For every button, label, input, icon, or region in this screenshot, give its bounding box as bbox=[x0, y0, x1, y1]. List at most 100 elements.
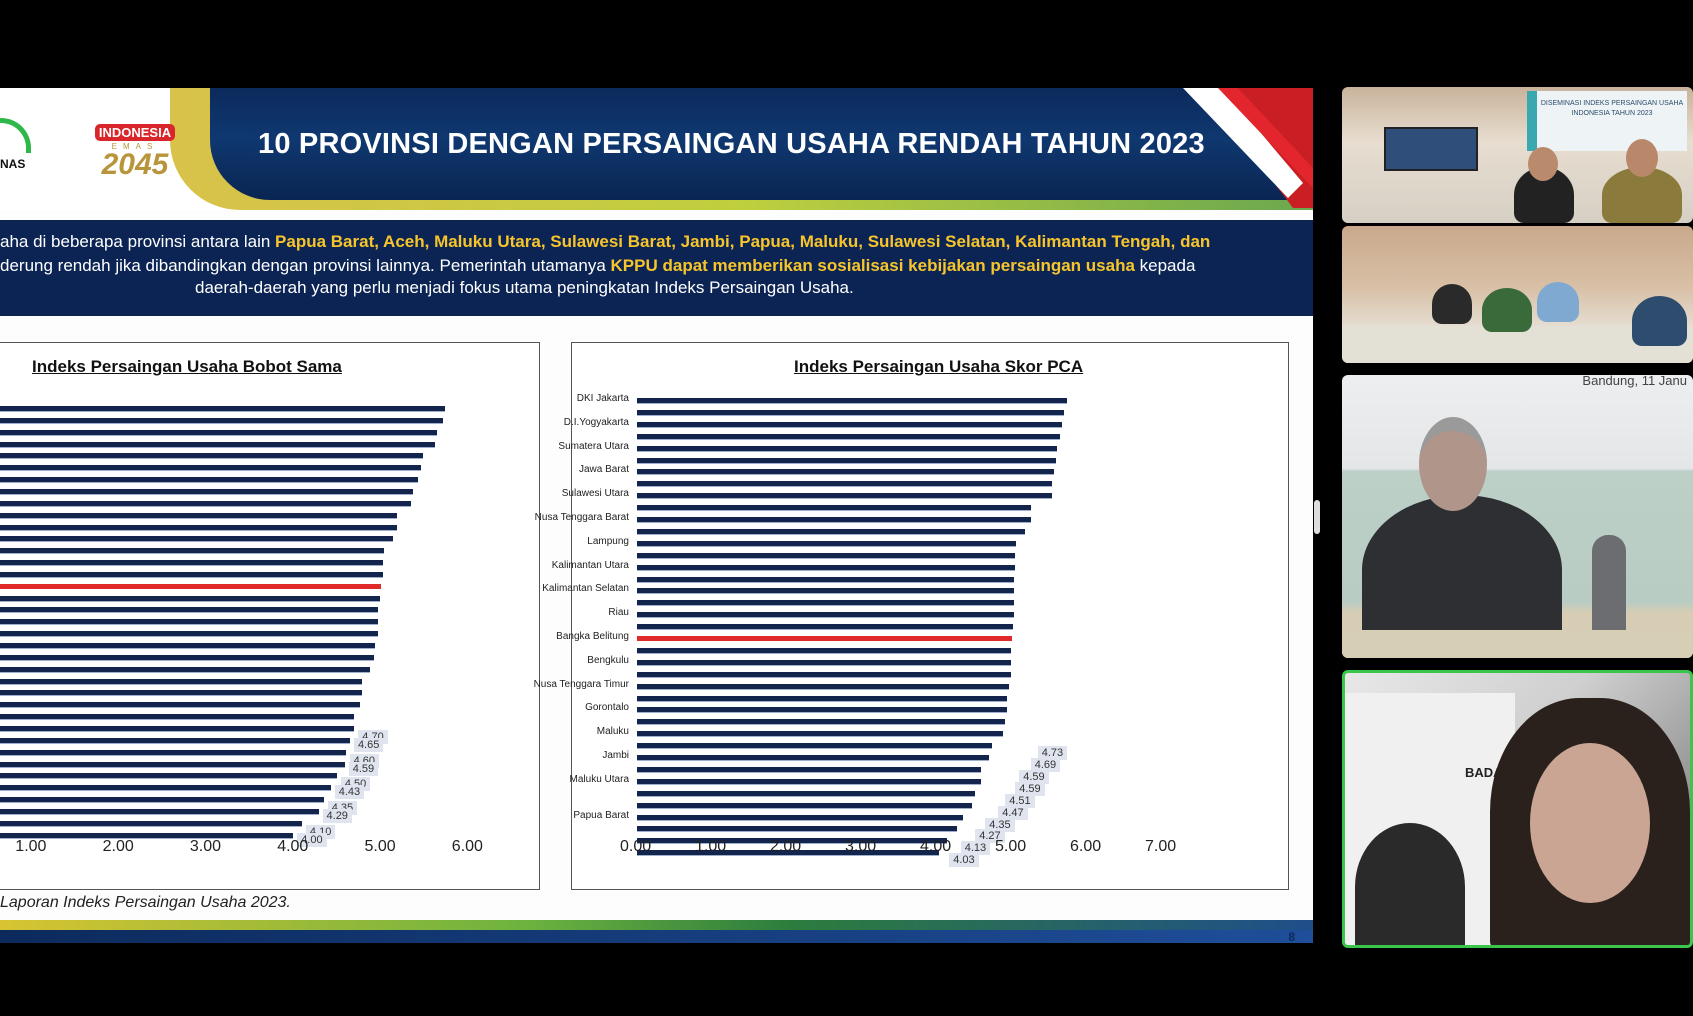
chart-bar bbox=[637, 505, 1031, 511]
chart-bar bbox=[0, 820, 302, 826]
chart-bar bbox=[637, 719, 1005, 725]
data-label: 4.59 bbox=[1015, 781, 1045, 796]
province-label: Jawa Barat bbox=[578, 464, 629, 476]
chart-bar bbox=[0, 595, 380, 601]
chart-bar bbox=[637, 838, 947, 844]
chart-bar bbox=[637, 612, 1014, 618]
chart-title: Indeks Persaingan Usaha Bobot Sama bbox=[32, 357, 342, 376]
data-label: 4.35 bbox=[985, 817, 1015, 832]
chart-bar bbox=[0, 488, 413, 494]
chart-bar bbox=[637, 433, 1060, 439]
intro-paragraph: aha di beberapa provinsi antara lain Pap… bbox=[0, 220, 1313, 316]
data-label: 4.03 bbox=[949, 853, 979, 868]
x-axis-tick: 3.00 bbox=[845, 838, 877, 855]
chart-bar bbox=[0, 406, 446, 411]
province-label: Nusa Tenggara Timur bbox=[533, 678, 629, 690]
data-label: 4.51 bbox=[1005, 793, 1035, 808]
province-label: Papua Barat bbox=[573, 809, 629, 821]
province-label: Sumatera Utara bbox=[558, 440, 629, 452]
conference-camera bbox=[1592, 535, 1626, 645]
chart-bar bbox=[0, 571, 384, 577]
chart-bar bbox=[0, 524, 398, 530]
chart-bar bbox=[0, 560, 384, 566]
province-label: Kalimantan Utara bbox=[551, 559, 629, 571]
chart-bar bbox=[0, 808, 319, 814]
chart-bar bbox=[637, 766, 982, 772]
chart-bar bbox=[0, 512, 398, 518]
chart-bar bbox=[637, 445, 1057, 451]
chart-bar bbox=[637, 743, 992, 749]
chart-bar bbox=[637, 802, 973, 808]
footer-bar: 8 bbox=[0, 930, 1313, 943]
data-label: 4.73 bbox=[1037, 746, 1068, 761]
x-axis-tick: 7.00 bbox=[1145, 838, 1177, 855]
data-label: 4.29 bbox=[322, 808, 352, 823]
slide-title: 10 PROVINSI DENGAN PERSAINGAN USAHA REND… bbox=[258, 128, 1205, 160]
chart-bar bbox=[0, 417, 444, 423]
chart-bar bbox=[637, 576, 1015, 582]
chart-bar bbox=[637, 469, 1054, 475]
chart-bar bbox=[637, 671, 1011, 677]
data-label: 4.27 bbox=[975, 829, 1005, 844]
chart-bar bbox=[637, 683, 1009, 689]
data-label: 4.13 bbox=[960, 841, 991, 856]
chart-bar bbox=[637, 647, 1012, 653]
x-axis-tick: 6.00 bbox=[451, 838, 483, 855]
x-axis-tick: 6.00 bbox=[1070, 838, 1102, 855]
data-label: 4.69 bbox=[1030, 758, 1061, 772]
source-note: Laporan Indeks Persaingan Usaha 2023. bbox=[0, 894, 291, 911]
shared-slide: NAS INDONESIA EMAS 2045 10 PROVINSI DENG… bbox=[0, 88, 1313, 943]
chart-bar bbox=[637, 814, 964, 820]
chart-bar bbox=[637, 564, 1015, 570]
x-axis-tick: 5.00 bbox=[995, 838, 1027, 855]
chart-bar bbox=[0, 429, 438, 435]
chart-bar bbox=[0, 453, 424, 459]
slide-header-banner: NAS INDONESIA EMAS 2045 10 PROVINSI DENG… bbox=[0, 88, 1313, 210]
x-axis-tick: 4.00 bbox=[920, 838, 952, 855]
chart-bar bbox=[637, 528, 1025, 534]
chart-bar bbox=[637, 778, 982, 784]
chart-bar bbox=[0, 773, 337, 779]
chart-bar bbox=[0, 631, 378, 637]
indonesia-emas-2045-logo: INDONESIA EMAS 2045 bbox=[80, 124, 190, 194]
chart-bar bbox=[637, 695, 1007, 701]
x-axis-tick: 2.00 bbox=[770, 838, 802, 855]
province-label: Maluku Utara bbox=[569, 773, 629, 785]
panel-resize-handle[interactable] bbox=[1314, 500, 1320, 534]
data-label: 4.43 bbox=[334, 785, 365, 800]
chart-bar bbox=[0, 619, 378, 625]
data-label: 4.59 bbox=[1019, 769, 1049, 784]
participant-video-tile-2[interactable] bbox=[1342, 226, 1693, 363]
chart-bar bbox=[0, 607, 378, 613]
chart-bar bbox=[0, 441, 436, 447]
chart-bar bbox=[0, 666, 371, 672]
x-axis-tick: 1.00 bbox=[15, 838, 47, 855]
chart-bar bbox=[637, 481, 1052, 487]
chart-bar bbox=[0, 690, 363, 696]
province-label: Bangka Belitung bbox=[556, 631, 629, 642]
province-label: D.I.Yogyakarta bbox=[563, 416, 629, 428]
participant-video-tile-active-speaker[interactable]: BADAN bbox=[1342, 670, 1693, 948]
participant-video-tile-1[interactable]: DISEMINASI INDEKS PERSAINGAN USAHA INDON… bbox=[1342, 87, 1693, 223]
data-label: 4.59 bbox=[348, 761, 379, 776]
participant-video-tile-3[interactable]: Bandung, 11 Janu bbox=[1342, 375, 1693, 658]
participant-person bbox=[1362, 495, 1562, 645]
chart-bar bbox=[0, 797, 324, 803]
page-number: 8 bbox=[1288, 930, 1295, 943]
chart-bar bbox=[637, 457, 1056, 463]
flag-ribbon-icon bbox=[1183, 88, 1313, 208]
chart-bar bbox=[637, 588, 1015, 594]
province-label: DKI Jakarta bbox=[576, 393, 629, 404]
chart-bar bbox=[637, 790, 976, 796]
chart-bar bbox=[637, 636, 1012, 641]
tv-screen bbox=[1384, 127, 1478, 171]
chart-bar bbox=[0, 714, 355, 720]
chart-bar bbox=[0, 737, 350, 743]
province-label: Nusa Tenggara Barat bbox=[534, 512, 629, 523]
province-label: Gorontalo bbox=[585, 702, 629, 714]
province-label: Maluku bbox=[596, 726, 629, 738]
event-backdrop-banner: DISEMINASI INDEKS PERSAINGAN USAHA INDON… bbox=[1527, 91, 1687, 151]
x-axis-tick: 1.00 bbox=[695, 838, 727, 855]
chart-bar bbox=[637, 659, 1011, 665]
chart-bar bbox=[637, 552, 1015, 558]
